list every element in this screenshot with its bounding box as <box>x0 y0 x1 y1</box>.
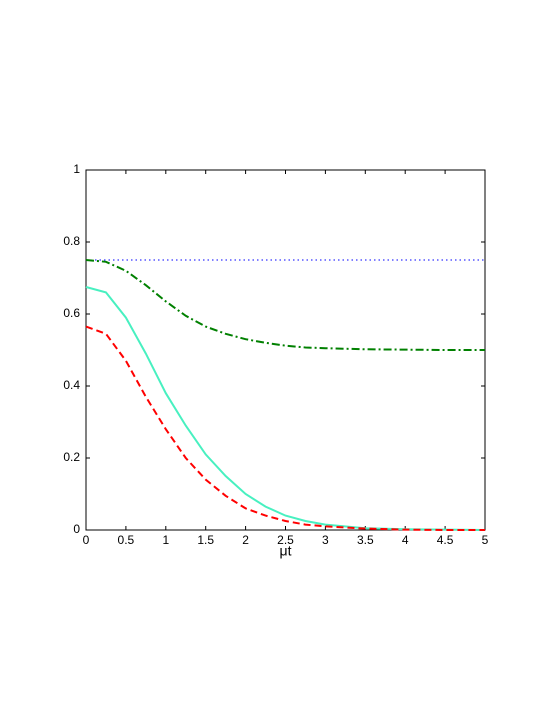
plot-frame <box>85 169 486 531</box>
x-tick-label: 5 <box>482 533 489 547</box>
x-tick-label: 0.5 <box>118 533 135 547</box>
y-tick-label: 0 <box>73 522 80 536</box>
data-line <box>85 259 485 351</box>
y-tick-label: 0.6 <box>63 306 80 320</box>
x-tick-label: 4 <box>402 533 409 547</box>
x-tick-label: 4.5 <box>437 533 454 547</box>
x-axis-label: μt <box>280 543 292 559</box>
data-line <box>85 286 486 531</box>
x-tick-label: 2.5 <box>277 533 294 547</box>
x-tick-label: 2 <box>242 533 249 547</box>
x-tick-label: 1 <box>162 533 169 547</box>
y-tick-label: 0.4 <box>63 378 80 392</box>
x-tick-label: 1.5 <box>197 533 214 547</box>
x-tick-label: 3.5 <box>357 533 374 547</box>
y-tick-label: 0.8 <box>63 234 80 248</box>
x-tick-label: 0 <box>83 533 90 547</box>
x-tick-label: 3 <box>322 533 329 547</box>
data-line <box>85 325 485 531</box>
y-tick-label: 0.2 <box>63 450 80 464</box>
y-tick-label: 1 <box>73 162 80 176</box>
